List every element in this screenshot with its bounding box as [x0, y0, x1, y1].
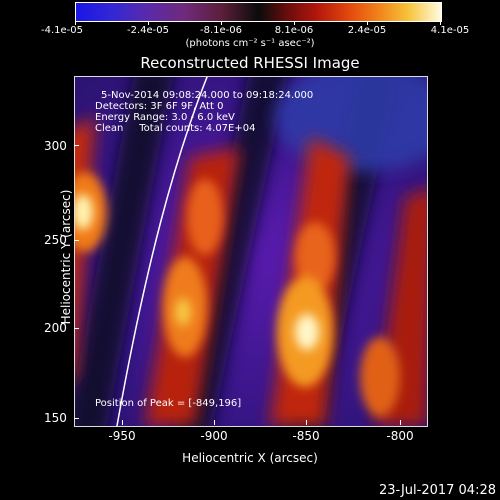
y-tick-label: 150 [44, 411, 67, 425]
colorbar-tick-label: 2.4e-05 [347, 25, 387, 36]
colorbar-unit: (photons cm⁻² s⁻¹ asec⁻²) [185, 38, 315, 49]
colorbar-tick [75, 21, 76, 25]
x-tick-label: -850 [292, 429, 320, 443]
colorbar [75, 2, 442, 22]
x-tick-label: -900 [200, 429, 228, 443]
y-tick [74, 145, 79, 146]
y-tick-label: 250 [44, 233, 67, 247]
rhessi-image [74, 76, 428, 427]
x-tick-label: -950 [108, 429, 136, 443]
y-tick [74, 418, 79, 419]
y-axis-title: Heliocentric Y (arcsec) [59, 189, 73, 325]
x-tick [122, 420, 123, 425]
peak-position-label: Position of Peak = [-849,196] [95, 398, 242, 409]
image-title: Reconstructed RHESSI Image [140, 54, 360, 72]
colorbar-tick-label: -8.1e-06 [200, 25, 242, 36]
x-axis-title: Heliocentric X (arcsec) [182, 451, 318, 465]
colorbar-tick [221, 21, 222, 25]
x-tick [214, 420, 215, 425]
colorbar-tick [294, 21, 295, 25]
colorbar-tick-label: 4.1e-05 [430, 25, 470, 36]
solar-limb [116, 77, 208, 426]
colorbar-tick-label: -2.4e-05 [127, 25, 169, 36]
x-tick [306, 420, 307, 425]
generation-timestamp: 23-Jul-2017 04:28 [378, 483, 496, 498]
energy-range-label: Energy Range: 3.0 - 6.0 keV [95, 112, 235, 123]
colorbar-tick-label: 8.1e-06 [274, 25, 314, 36]
colorbar-tick [148, 21, 149, 25]
colorbar-tick [367, 21, 368, 25]
detectors-label: Detectors: 3F 6F 9F, Att 0 [95, 101, 224, 112]
y-tick [74, 240, 79, 241]
y-tick-label: 300 [44, 139, 67, 153]
colorbar-tick-label: -4.1e-05 [41, 25, 83, 36]
image-rendering [75, 77, 427, 426]
y-tick [74, 328, 79, 329]
y-tick-label: 200 [44, 321, 67, 335]
clean-counts-label: Clean Total counts: 4.07E+04 [95, 123, 256, 134]
time-range-label: 5-Nov-2014 09:08:24.000 to 09:18:24.000 [101, 90, 314, 101]
x-tick-label: -800 [386, 429, 414, 443]
x-tick [400, 420, 401, 425]
colorbar-tick [440, 21, 441, 25]
